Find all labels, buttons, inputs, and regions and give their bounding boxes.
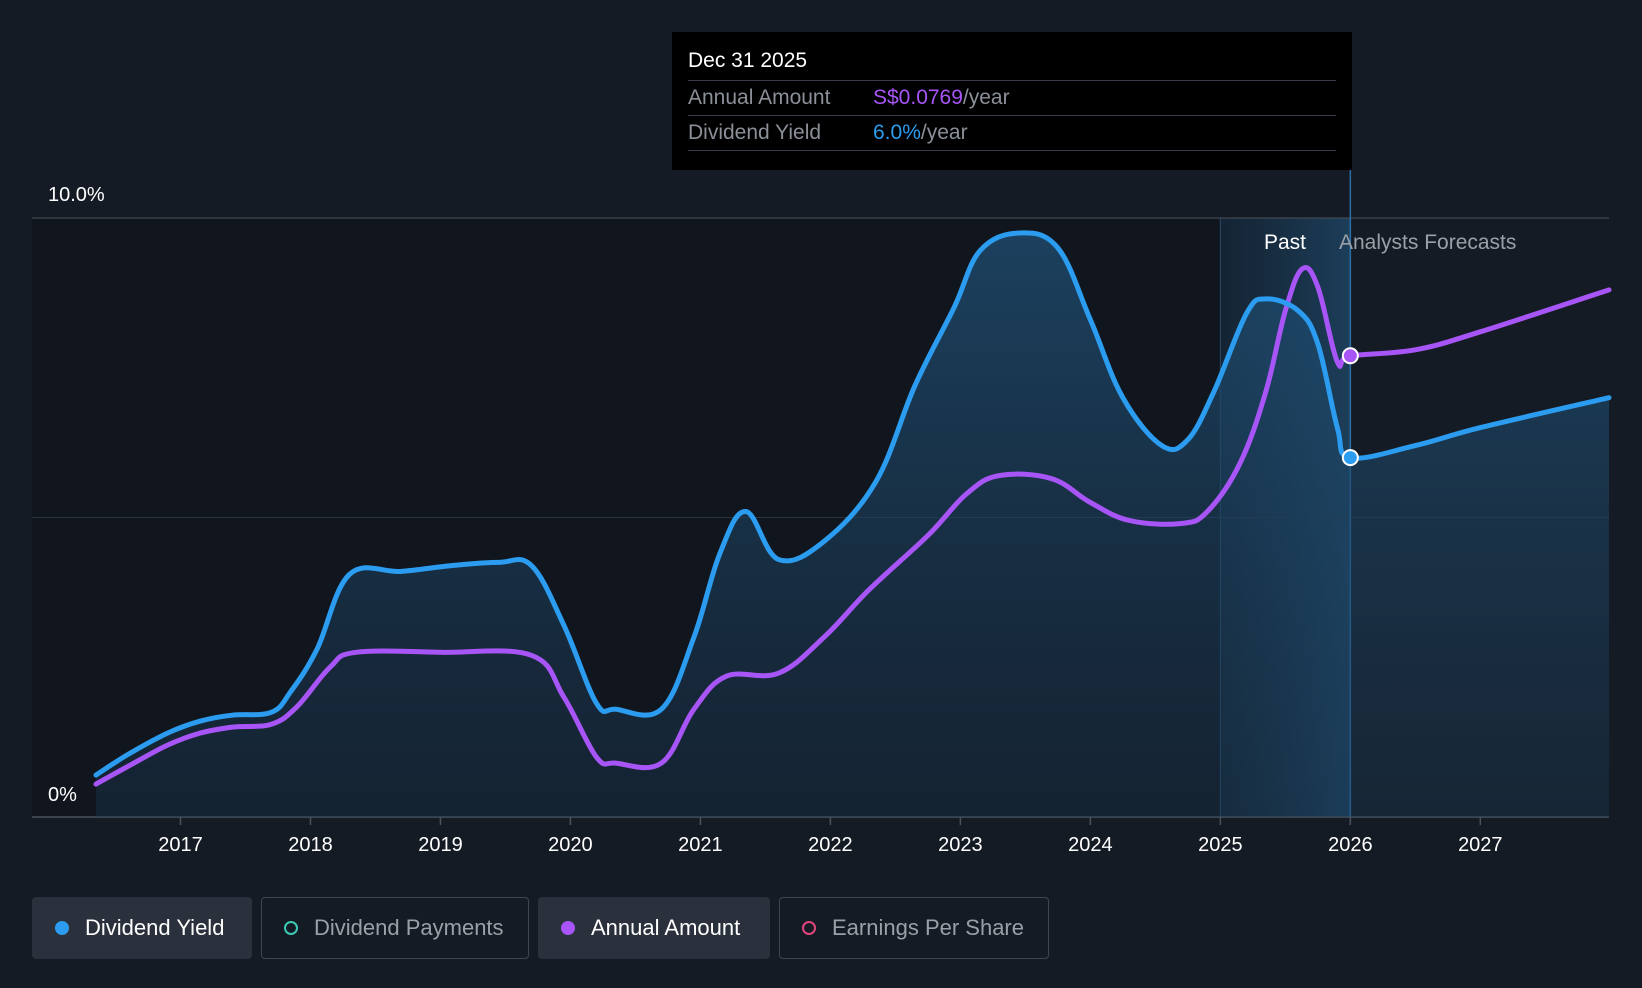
tooltip-label: Annual Amount xyxy=(688,86,831,109)
legend-ring-icon xyxy=(284,921,298,935)
legend-dot-icon xyxy=(55,921,69,935)
yield-area xyxy=(96,232,1609,817)
x-tick-label: 2025 xyxy=(1198,834,1243,856)
x-tick-label: 2021 xyxy=(678,834,723,856)
dividend-yield-line xyxy=(93,230,1612,778)
x-tick-label: 2017 xyxy=(158,834,203,856)
x-tick-label: 2024 xyxy=(1068,834,1113,856)
legend-label: Dividend Yield xyxy=(85,915,225,940)
tooltip-value: 6.0% xyxy=(873,121,921,144)
tooltip-value: S$0.0769 xyxy=(873,86,963,109)
past-label: Past xyxy=(1264,231,1306,254)
legend-label: Earnings Per Share xyxy=(832,915,1024,940)
y-tick-label-top: 10.0% xyxy=(48,184,105,206)
y-tick-label-bottom: 0% xyxy=(48,784,77,806)
x-tick-label: 2027 xyxy=(1458,834,1503,856)
legend-label: Dividend Payments xyxy=(314,915,504,940)
legend-label: Annual Amount xyxy=(591,915,741,940)
x-tick-label: 2020 xyxy=(548,834,593,856)
annual-amount-marker xyxy=(1341,347,1359,365)
legend-dot-icon xyxy=(561,921,575,935)
legend-earnings-per-share[interactable]: Earnings Per Share xyxy=(779,897,1049,959)
annual-amount-line xyxy=(93,265,1612,787)
tooltip: Dec 31 2025 Annual Amount S$0.0769/year … xyxy=(672,32,1352,170)
legend-ring-icon xyxy=(802,921,816,935)
legend-dividend-payments[interactable]: Dividend Payments xyxy=(261,897,529,959)
tooltip-row-dividend-yield: Dividend Yield 6.0%/year xyxy=(688,116,1336,151)
legend: Dividend Yield Dividend Payments Annual … xyxy=(32,897,1049,959)
x-tick-label: 2018 xyxy=(288,834,333,856)
tooltip-unit: /year xyxy=(920,121,968,144)
forecast-label: Analysts Forecasts xyxy=(1339,231,1516,254)
legend-annual-amount[interactable]: Annual Amount xyxy=(538,897,770,959)
x-tick-label: 2019 xyxy=(418,834,463,856)
dividend-yield-marker xyxy=(1341,449,1359,467)
tooltip-label: Dividend Yield xyxy=(688,121,822,144)
x-tick-label: 2023 xyxy=(938,834,983,856)
tooltip-row-annual-amount: Annual Amount S$0.0769/year xyxy=(688,81,1336,116)
tooltip-date: Dec 31 2025 xyxy=(688,46,1336,81)
x-tick-label: 2026 xyxy=(1328,834,1373,856)
tooltip-unit: /year xyxy=(962,86,1010,109)
legend-dividend-yield[interactable]: Dividend Yield xyxy=(32,897,252,959)
x-tick-label: 2022 xyxy=(808,834,853,856)
